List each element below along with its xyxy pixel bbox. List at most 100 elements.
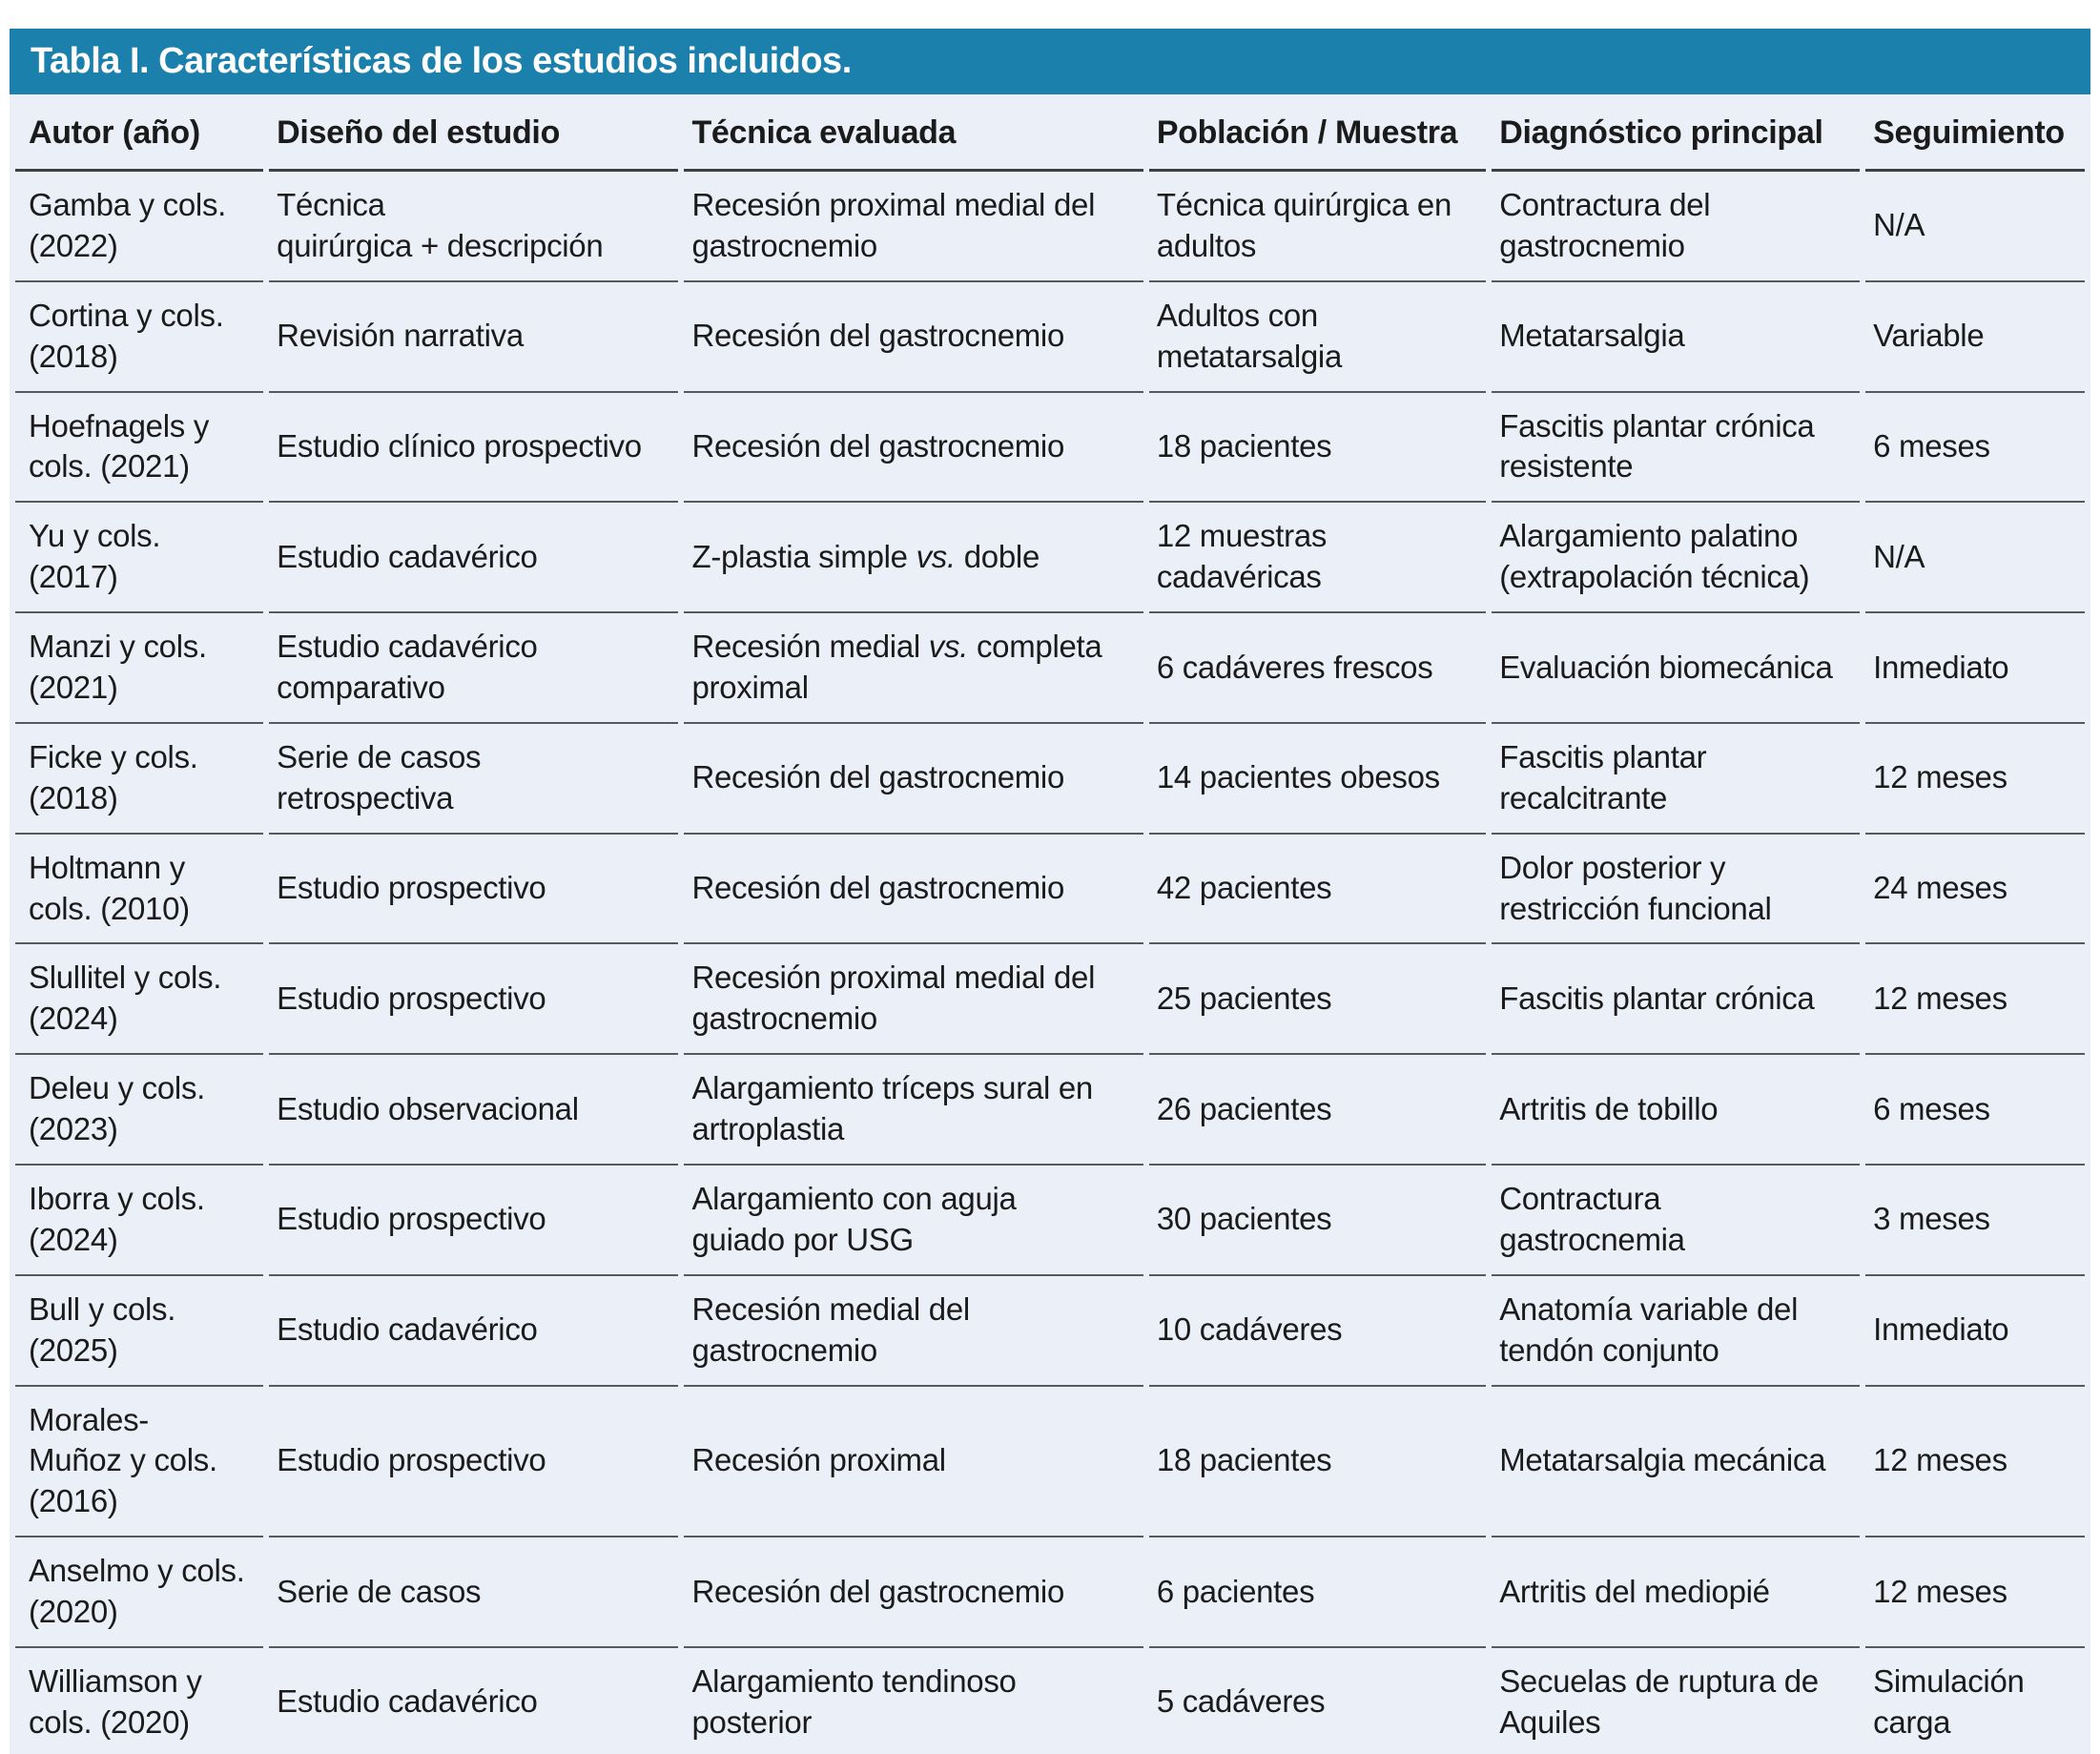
table-cell: 12 muestras cadavéricas (1148, 503, 1487, 614)
table-cell: 18 pacientes (1148, 393, 1487, 504)
column-header: Seguimiento (1865, 94, 2085, 172)
table-cell: Estudio cadavérico (269, 1648, 678, 1754)
table-cell: Hoefnagels y cols. (2021) (15, 393, 264, 504)
table-cell: 6 meses (1865, 393, 2085, 504)
table-cell: Contractura gastrocnemia (1492, 1166, 1861, 1276)
table-cell: Revisión narrativa (269, 282, 679, 393)
table-cell: Técnica quirúrgica + descripción (269, 172, 679, 282)
header-row: Autor (año) Diseño del estudio Técnica eva… (15, 94, 2085, 172)
table-row: Morales- Muñoz y cols. (2016) Estudio prosp… (15, 1387, 2085, 1538)
table-row: Iborra y cols. (2024) Estudio prospectivo A… (15, 1166, 2085, 1276)
table-cell: Metatarsalgia (1492, 282, 1861, 393)
table-cell: Estudio cadavérico comparativo (269, 613, 679, 724)
table-cell: Fascitis plantar crónica (1492, 944, 1861, 1056)
column-header: Autor (año) (15, 94, 264, 172)
table-cell: Estudio prospectivo (269, 835, 679, 945)
table-cell: Recesión proximal (684, 1387, 1143, 1538)
table-cell: 14 pacientes obesos (1148, 724, 1487, 835)
table-cell: Serie de casos retrospectiva (269, 724, 679, 835)
table-cell: Recesión del gastrocnemio (684, 393, 1143, 504)
table-cell: Metatarsalgia mecánica (1492, 1387, 1861, 1538)
table-row: Deleu y cols. (2023) Estudio observacional… (15, 1055, 2085, 1166)
table-row: Manzi y cols. (2021) Estudio cadavérico com… (15, 613, 2085, 724)
table-cell: Bull y cols. (2025) (15, 1276, 264, 1387)
table-cell: Recesión medial del gastrocnemio (684, 1276, 1143, 1387)
table-cell: N/A (1865, 172, 2085, 282)
table-cell: Fascitis plantar crónica resistente (1492, 393, 1861, 504)
table-cell: Recesión del gastrocnemio (684, 1537, 1143, 1649)
table-cell: 12 meses (1865, 1387, 2085, 1538)
table-cell: 24 meses (1865, 835, 2085, 945)
table-cell: 18 pacientes (1148, 1387, 1487, 1538)
table-row: Cortina y cols. (2018) Revisión narrativa R… (15, 282, 2085, 393)
table-cell: Artritis del mediopié (1492, 1537, 1861, 1649)
table-cell: Estudio prospectivo (269, 1166, 679, 1276)
table-cell: Secuelas de ruptura de Aquiles (1492, 1648, 1860, 1754)
table-cell: Serie de casos (269, 1537, 679, 1649)
table-cell: 12 meses (1865, 724, 2085, 835)
table-row: Bull y cols. (2025) Estudio cadavérico Rece… (15, 1276, 2085, 1387)
table-cell: Estudio clínico prospectivo (269, 393, 679, 504)
table-cell: Variable (1865, 282, 2085, 393)
table-cell: Manzi y cols. (2021) (15, 613, 264, 724)
table-cell: Estudio prospectivo (269, 1387, 679, 1538)
table-cell: Iborra y cols. (2024) (15, 1166, 264, 1276)
table-cell: Ficke y cols. (2018) (15, 724, 264, 835)
table-row: Yu y cols. (2017) Estudio cadavérico Z-plas… (15, 503, 2085, 614)
table-cell: Inmediato (1865, 1276, 2085, 1387)
table-cell: 5 cadáveres (1149, 1648, 1486, 1754)
table-cell: Evaluación biomecánica (1492, 613, 1861, 724)
table-cell: 6 pacientes (1148, 1537, 1487, 1649)
table-cell: Williamson y cols. (2020) (15, 1648, 263, 1754)
table-cell: 12 meses (1865, 944, 2085, 1056)
table-cell: Artritis de tobillo (1492, 1055, 1861, 1166)
table-cell: 25 pacientes (1148, 944, 1487, 1056)
column-header: Diagnóstico principal (1492, 94, 1861, 172)
table-cell: Slullitel y cols. (2024) (15, 944, 264, 1056)
table-cell: Simulación carga (1865, 1648, 2085, 1754)
table-row: Anselmo y cols. (2020) Serie de casos Reces… (15, 1537, 2085, 1649)
table-cell: Recesión medial vs. completa proximal (684, 613, 1143, 724)
column-header: Diseño del estudio (269, 94, 679, 172)
table-title: Tabla I. Características de los estudios… (10, 29, 2090, 94)
table-row: Hoefnagels y cols. (2021) Estudio clínico … (15, 393, 2085, 504)
table-cell: Estudio prospectivo (269, 944, 679, 1056)
table-cell: Gamba y cols. (2022) (15, 172, 264, 282)
table-cell: Morales- Muñoz y cols. (2016) (15, 1387, 264, 1538)
table-row: Gamba y cols. (2022) Técnica quirúrgica + d… (15, 172, 2085, 282)
table-row: Holtmann y cols. (2010) Estudio prospectiv… (15, 835, 2085, 945)
table-cell: 12 meses (1865, 1537, 2085, 1649)
table-row: Ficke y cols. (2018) Serie de casos retrosp… (15, 724, 2085, 835)
table-cell: Recesión del gastrocnemio (684, 835, 1143, 945)
table-cell: Recesión del gastrocnemio (684, 724, 1143, 835)
table-cell: Técnica quirúrgica en adultos (1148, 172, 1487, 282)
table-cell: Recesión proximal medial del gastrocnemio (684, 944, 1143, 1056)
table-cell: Estudio observacional (269, 1055, 679, 1166)
column-header: Técnica evaluada (684, 94, 1143, 172)
table-cell: Alargamiento tríceps sural en artroplasti… (684, 1055, 1143, 1166)
table-cell: Cortina y cols. (2018) (15, 282, 264, 393)
table-cell: Yu y cols. (2017) (15, 503, 264, 614)
table-cell: Inmediato (1865, 613, 2085, 724)
table-row: Slullitel y cols. (2024) Estudio prospecti… (15, 944, 2085, 1056)
table-cell: 6 meses (1865, 1055, 2085, 1166)
table-cell: Estudio cadavérico (269, 1276, 679, 1387)
table-cell: Recesión del gastrocnemio (684, 282, 1143, 393)
table-cell: 42 pacientes (1148, 835, 1487, 945)
table-cell: Estudio cadavérico (269, 503, 679, 614)
studies-table: Autor (año) Diseño del estudio Técnica eva… (10, 94, 2090, 1754)
table-cell: Fascitis plantar recalcitrante (1492, 724, 1861, 835)
table-row: Williamson y cols. (2020) Estudio cadavéri… (15, 1648, 2085, 1754)
table-cell: 26 pacientes (1148, 1055, 1487, 1166)
table-cell: Adultos con metatarsalgia (1148, 282, 1487, 393)
table-cell: Recesión proximal medial del gastrocnemio (684, 172, 1143, 282)
table-cell: Anatomía variable del tendón conjunto (1492, 1276, 1861, 1387)
table-cell: Anselmo y cols. (2020) (15, 1537, 264, 1649)
table-cell: Alargamiento tendinoso posterior (684, 1648, 1143, 1754)
table-cell: 30 pacientes (1148, 1166, 1487, 1276)
table-cell: Holtmann y cols. (2010) (15, 835, 264, 945)
table-body: Gamba y cols. (2022) Técnica quirúrgica + d… (15, 172, 2085, 1754)
table-cell: Deleu y cols. (2023) (15, 1055, 264, 1166)
table-cell: 3 meses (1865, 1166, 2085, 1276)
